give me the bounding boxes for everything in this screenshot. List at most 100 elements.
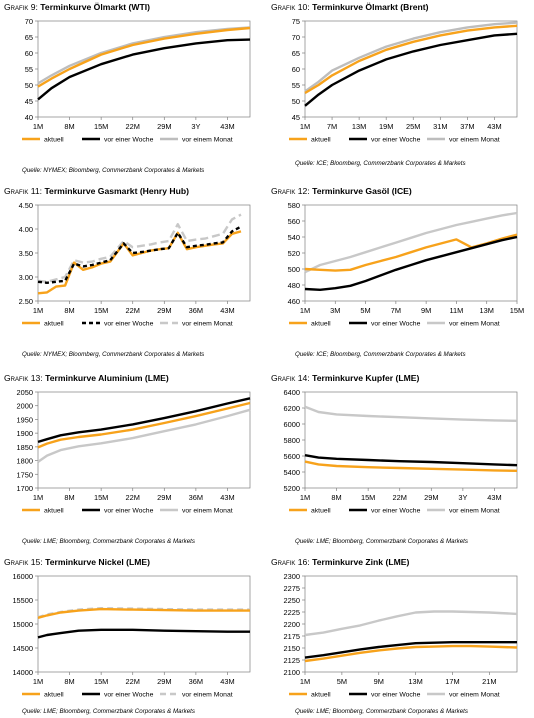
x-tick-label: 8M (64, 306, 74, 315)
legend-label: aktuell (44, 137, 64, 144)
y-tick-label: 560 (288, 217, 300, 226)
legend-label: vor einer Woche (104, 692, 154, 699)
y-tick-label: 65 (292, 49, 300, 58)
legend-label: vor einem Monat (449, 137, 500, 144)
chart-label: Grafik 10: (271, 2, 310, 12)
y-tick-label: 50 (25, 81, 33, 90)
legend-label: vor einem Monat (449, 692, 500, 699)
series-line (304, 235, 518, 291)
source-note: Quelle: LME; Bloomberg, Commerzbank Corp… (22, 538, 195, 545)
chart-title-text: Terminkurve Gasöl (ICE) (309, 186, 412, 196)
y-tick-label: 2200 (284, 620, 300, 629)
x-tick-label: 19M (379, 122, 393, 131)
chart-label: Grafik 11: (4, 186, 43, 196)
legend-label: aktuell (311, 321, 331, 328)
x-tick-label: 3M (330, 306, 340, 315)
legend-label: vor einer Woche (104, 508, 154, 515)
series-line (304, 610, 518, 637)
series-line (37, 213, 242, 283)
series-line (304, 460, 518, 472)
x-tick-label: 43M (220, 677, 234, 686)
legend-label: vor einer Woche (104, 321, 154, 328)
x-tick-label: 1M (33, 493, 43, 502)
legend-label: vor einem Monat (449, 508, 500, 515)
y-tick-label: 2150 (284, 644, 300, 653)
y-tick-label: 1850 (17, 443, 33, 452)
chart-panel: Grafik 15: Terminkurve Nickel (LME) 14000… (0, 555, 267, 718)
x-tick-label: 43M (220, 493, 234, 502)
chart-label: Grafik 14: (271, 373, 310, 383)
chart-label: Grafik 9: (4, 2, 38, 12)
x-tick-label: 15M (94, 306, 108, 315)
y-tick-label: 5600 (284, 452, 300, 461)
y-tick-label: 4.00 (19, 225, 33, 234)
y-tick-label: 55 (25, 65, 33, 74)
series-line (37, 38, 251, 101)
legend-label: vor einem Monat (182, 692, 233, 699)
chart-title: Grafik 11: Terminkurve Gasmarkt (Henry H… (4, 186, 189, 196)
series-line (37, 628, 250, 639)
x-tick-label: 43M (487, 122, 501, 131)
y-tick-label: 2050 (17, 388, 33, 397)
x-tick-label: 15M (361, 493, 375, 502)
x-tick-label: 31M (433, 122, 447, 131)
y-tick-label: 480 (288, 281, 300, 290)
series-line (304, 405, 518, 422)
x-tick-label: 1M (33, 677, 43, 686)
chart-svg: 45 50 55 60 65 70 75 1M 7M 13M 19M 25M 31M 37M 43M aktu… (289, 17, 518, 144)
series-line (304, 211, 518, 274)
x-tick-label: 8M (64, 493, 74, 502)
legend-label: aktuell (44, 508, 64, 515)
source-note: Quelle: ICE; Bloomberg, Commerzbank Corp… (295, 351, 466, 358)
legend-label: vor einem Monat (449, 321, 500, 328)
legend-label: aktuell (311, 508, 331, 515)
y-tick-label: 45 (292, 113, 300, 122)
chart-svg: 2.50 3.00 3.50 4.00 4.50 1M 8M 15M 22M 29M 36M 43M a… (19, 201, 251, 328)
chart-svg: 40 45 50 55 60 65 70 1M 8M 15M 22M 29M 3Y 43M aktuell v… (22, 17, 251, 144)
x-tick-label: 22M (126, 677, 140, 686)
chart-title-text: Terminkurve Nickel (LME) (42, 557, 150, 567)
chart-title: Grafik 13: Terminkurve Aluminium (LME) (4, 373, 169, 383)
y-tick-label: 2300 (284, 572, 300, 581)
x-tick-label: 5M (360, 306, 370, 315)
x-tick-label: 29M (157, 493, 171, 502)
series-line (304, 21, 518, 93)
y-tick-label: 5400 (284, 468, 300, 477)
y-tick-label: 3.50 (19, 249, 33, 258)
series-line (304, 641, 517, 659)
x-tick-label: 15M (94, 493, 108, 502)
chart-title: Grafik 10: Terminkurve Ölmarkt (Brent) (271, 2, 428, 12)
source-note: Quelle: LME; Bloomberg, Commerzbank Corp… (295, 708, 468, 715)
y-tick-label: 50 (292, 97, 300, 106)
chart-title: Grafik 14: Terminkurve Kupfer (LME) (271, 373, 419, 383)
series-line (37, 230, 242, 295)
x-tick-label: 13M (480, 306, 494, 315)
x-tick-label: 36M (189, 493, 203, 502)
chart-svg: 14000 14500 15000 15500 16000 1M 8M 15M 22M 29M 36… (12, 572, 251, 699)
legend-label: aktuell (311, 692, 331, 699)
y-tick-label: 6400 (284, 388, 300, 397)
x-tick-label: 13M (352, 122, 366, 131)
y-tick-label: 1750 (17, 470, 33, 479)
chart-label: Grafik 15: (4, 557, 43, 567)
y-tick-label: 75 (292, 17, 300, 26)
x-tick-label: 22M (126, 493, 140, 502)
y-tick-label: 6000 (284, 420, 300, 429)
x-tick-label: 11M (450, 306, 464, 315)
y-tick-label: 3.00 (19, 273, 33, 282)
y-tick-label: 70 (25, 17, 33, 26)
chart-panel: Grafik 12: Terminkurve Gasöl (ICE) 460 480… (267, 184, 534, 366)
x-tick-label: 3Y (191, 122, 200, 131)
y-tick-label: 65 (25, 33, 33, 42)
y-tick-label: 16000 (12, 572, 33, 581)
x-tick-label: 1M (300, 493, 310, 502)
y-tick-label: 70 (292, 33, 300, 42)
x-tick-label: 8M (64, 122, 74, 131)
y-tick-label: 540 (288, 233, 300, 242)
source-note: Quelle: LME; Bloomberg, Commerzbank Corp… (22, 708, 195, 715)
chart-title-text: Terminkurve Ölmarkt (Brent) (309, 2, 429, 12)
x-tick-label: 1M (300, 122, 310, 131)
y-tick-label: 2275 (284, 584, 300, 593)
legend-label: vor einer Woche (371, 692, 421, 699)
chart-title: Grafik 16: Terminkurve Zink (LME) (271, 557, 409, 567)
